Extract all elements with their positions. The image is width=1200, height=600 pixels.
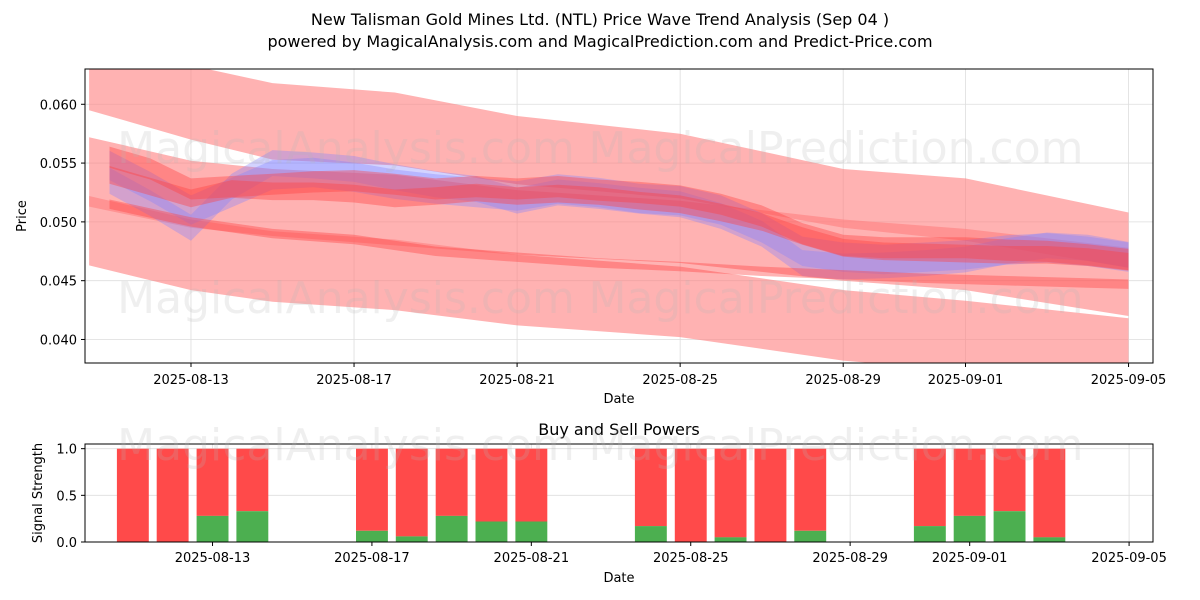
- top-y-axis: 0.040 0.045 0.050 0.055 0.060: [40, 98, 85, 348]
- bottom-x-axis-title: Date: [603, 571, 634, 586]
- buy-bar: [196, 515, 229, 542]
- x-tick-label: 2025-08-21: [479, 373, 555, 388]
- sell-bar: [116, 448, 149, 542]
- x-tick-label: 2025-08-21: [494, 551, 570, 566]
- sell-bar: [953, 448, 986, 516]
- sell-bar: [475, 448, 508, 522]
- price-wave: [109, 150, 1129, 275]
- top-y-axis-title: Price: [15, 200, 30, 232]
- bottom-plot-frame: [84, 443, 1154, 543]
- y-tick-label: 0.040: [40, 333, 77, 348]
- buy-bar: [515, 521, 548, 542]
- y-tick-label: 0.060: [40, 98, 77, 113]
- y-tick-label: 0.045: [40, 275, 77, 290]
- price-waves: [109, 146, 1129, 289]
- bottom-y-axis-title: Signal Strength: [31, 443, 46, 543]
- buy-bar: [913, 526, 946, 542]
- buy-bar: [356, 530, 388, 542]
- x-tick-label: 2025-08-13: [175, 551, 251, 566]
- x-tick-label: 2025-08-25: [642, 373, 718, 388]
- trend-band: [89, 137, 1129, 316]
- trend-bands: [89, 69, 1129, 363]
- price-wave: [109, 150, 1129, 280]
- y-tick-label: 1.0: [56, 443, 77, 458]
- chart-title: New Talisman Gold Mines Ltd. (NTL) Price…: [311, 10, 889, 29]
- watermark-text: MagicalAnalysis.com: [117, 273, 575, 324]
- watermark-text: MagicalAnalysis.com: [117, 123, 575, 174]
- watermark-text: MagicalPrediction.com: [589, 420, 1084, 471]
- watermark-text: MagicalAnalysis.com: [117, 420, 575, 471]
- sell-bar: [714, 448, 747, 538]
- sell-bar: [674, 448, 707, 542]
- sell-bar: [156, 448, 189, 542]
- sell-bar: [435, 448, 468, 516]
- buy-bar: [236, 511, 269, 542]
- bottom-y-axis: 0.0 0.5 1.0: [56, 443, 85, 551]
- bottom-x-axis: 2025-08-13 2025-08-17 2025-08-21 2025-08-25…: [175, 542, 1167, 566]
- sell-bar: [754, 448, 787, 542]
- buy-bar: [714, 537, 747, 542]
- sell-bar: [515, 448, 548, 522]
- watermark-text: MagicalPrediction.com: [589, 123, 1084, 174]
- buy-bar: [794, 530, 827, 542]
- sell-bar: [993, 448, 1026, 512]
- top-plot-frame: [84, 68, 1154, 364]
- x-tick-label: 2025-08-17: [334, 551, 410, 566]
- x-tick-label: 2025-08-25: [653, 551, 729, 566]
- buy-sell-bars: [116, 448, 1066, 542]
- price-wave-panel: 2025-08-13 2025-08-17 2025-08-21 2025-08-25…: [15, 68, 1166, 407]
- buy-bar: [1033, 537, 1066, 542]
- sell-bar: [356, 448, 388, 531]
- price-wave: [109, 146, 1129, 271]
- sell-bar: [196, 448, 229, 516]
- buy-bar: [634, 526, 667, 542]
- sell-bar: [1033, 448, 1066, 538]
- trend-band: [89, 196, 1129, 363]
- trend-band: [89, 69, 1129, 268]
- x-tick-label: 2025-08-29: [805, 373, 881, 388]
- buy-bar: [435, 515, 468, 542]
- sell-bar: [236, 448, 269, 512]
- sell-bar: [634, 448, 667, 527]
- top-x-axis-title: Date: [603, 392, 634, 407]
- x-tick-label: 2025-08-17: [316, 373, 392, 388]
- buy-bar: [475, 521, 508, 542]
- top-x-axis: 2025-08-13 2025-08-17 2025-08-21 2025-08-25…: [153, 363, 1166, 388]
- watermarks: MagicalAnalysis.com MagicalPrediction.co…: [117, 123, 1083, 471]
- sell-bar: [794, 448, 827, 531]
- chart-subtitle: powered by MagicalAnalysis.com and Magic…: [267, 32, 932, 51]
- buy-bar: [395, 536, 428, 542]
- x-tick-label: 2025-09-05: [1091, 373, 1167, 388]
- buy-bar: [993, 511, 1026, 542]
- x-tick-label: 2025-08-13: [153, 373, 229, 388]
- sell-bar: [913, 448, 946, 527]
- y-tick-label: 0.5: [56, 489, 77, 504]
- y-tick-label: 0.050: [40, 216, 77, 231]
- x-tick-label: 2025-09-05: [1091, 551, 1167, 566]
- x-tick-label: 2025-09-01: [932, 551, 1008, 566]
- sell-bar: [395, 448, 428, 537]
- x-tick-label: 2025-08-29: [812, 551, 888, 566]
- price-wave: [109, 199, 1129, 289]
- price-wave: [109, 166, 1129, 271]
- buy-sell-title: Buy and Sell Powers: [538, 420, 700, 439]
- buy-bar: [953, 515, 986, 542]
- y-tick-label: 0.055: [40, 157, 77, 172]
- y-tick-label: 0.0: [56, 536, 77, 551]
- buy-sell-panel: Buy and Sell Powers 2025-08-13 2025-08-17…: [31, 420, 1167, 586]
- watermark-text: MagicalPrediction.com: [589, 273, 1084, 324]
- x-tick-label: 2025-09-01: [928, 373, 1004, 388]
